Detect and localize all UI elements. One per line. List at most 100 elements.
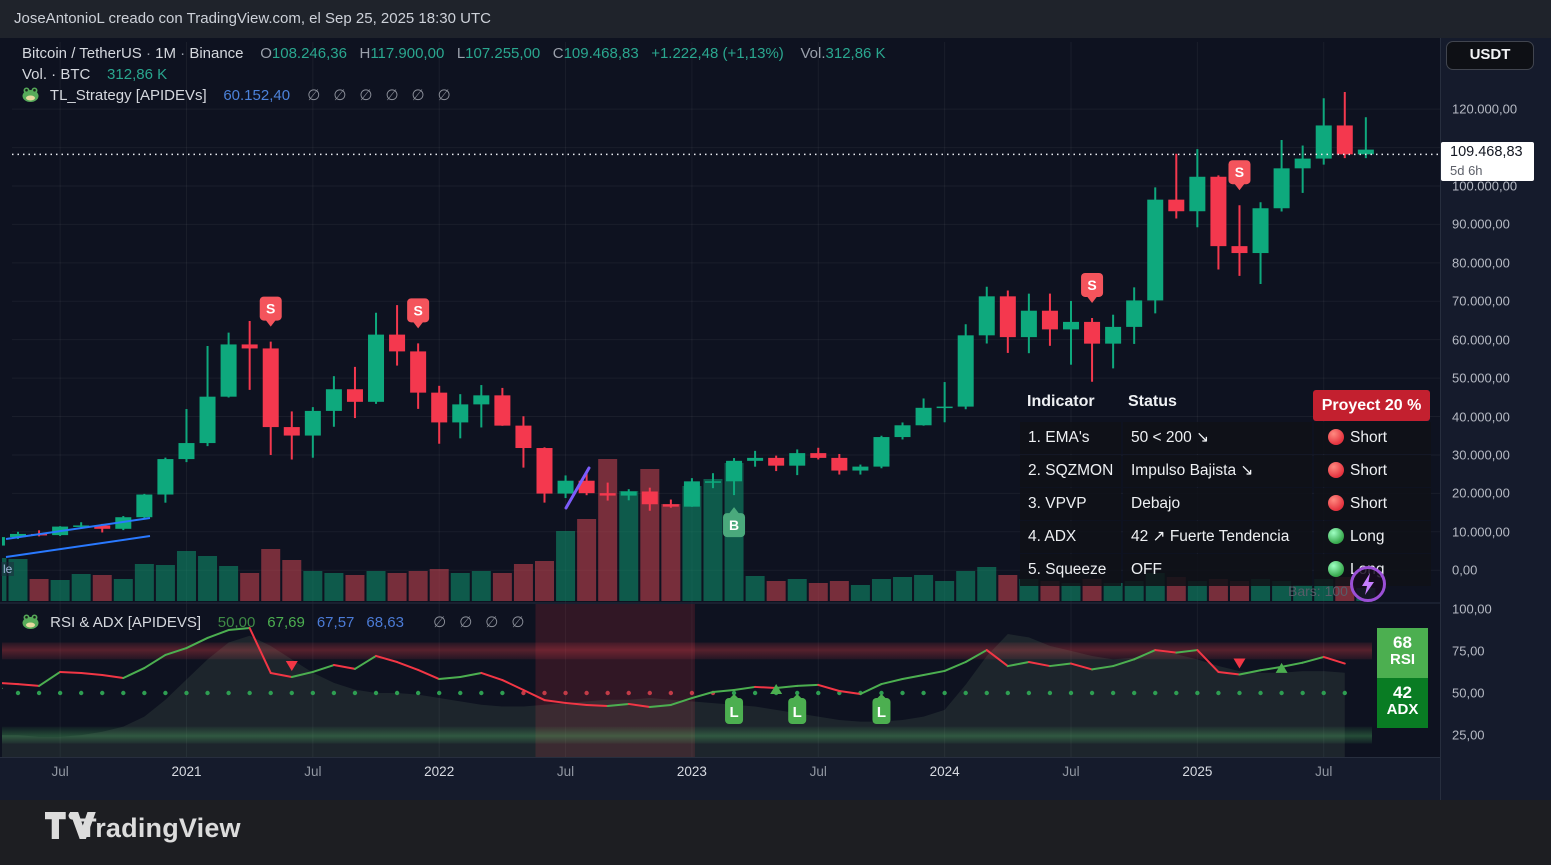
price-scale-label: 80.000,00 <box>1452 255 1510 271</box>
volume-bar <box>50 580 70 601</box>
rsi-line-segment <box>17 683 41 687</box>
frog-icon <box>22 87 39 108</box>
buy-signal-marker: B <box>723 507 746 538</box>
rsi-mid-dot <box>268 690 273 696</box>
rsi-line-segment <box>396 661 420 671</box>
svg-text:L: L <box>877 704 886 721</box>
close-value: 109.468,83 <box>563 45 639 62</box>
trend-channel-line[interactable] <box>5 535 151 558</box>
rsi-mid-dot <box>100 690 105 696</box>
indicator-value: 67,57 <box>316 614 355 631</box>
rsi-line-segment <box>311 664 335 673</box>
rsi-line-segment <box>943 661 967 672</box>
rsi-mid-dot <box>1026 690 1032 696</box>
rsi-mid-dot <box>57 690 63 696</box>
rsi-line-segment <box>733 685 757 691</box>
indicator-value: 67,69 <box>267 614 305 631</box>
price-scale-label: 120.000,00 <box>1452 101 1518 117</box>
volume-bar <box>282 560 302 601</box>
high-value: 117.900,00 <box>370 45 445 62</box>
volume-bar <box>535 561 554 601</box>
rsi-value-badge: 68 RSI <box>1377 628 1428 678</box>
boost-lightning-button[interactable] <box>1350 566 1386 602</box>
indicator-value: ∅ <box>459 614 473 631</box>
volume-bar <box>176 551 196 601</box>
candle <box>768 457 785 466</box>
signal-dot-green <box>1328 528 1344 544</box>
rsi-line-segment <box>964 649 988 664</box>
volume-bar <box>71 574 91 601</box>
rsi-line-segment <box>543 699 567 704</box>
volume-bar <box>682 486 702 601</box>
svg-text:S: S <box>266 301 275 317</box>
rsi-indicator-name[interactable]: RSI & ADX [APIDEVS] <box>50 614 202 631</box>
candle <box>1231 246 1248 254</box>
rsi-line-segment <box>1112 658 1136 668</box>
candle <box>936 406 953 409</box>
time-axis[interactable] <box>0 757 1440 800</box>
strategy-name[interactable]: TL_Strategy [APIDEVs] <box>49 87 207 104</box>
rsi-triangle-down <box>285 661 298 672</box>
volume-bar <box>829 581 849 601</box>
time-axis-label: 2021 <box>171 764 202 779</box>
rsi-mid-dot <box>373 690 379 696</box>
candle <box>662 504 679 507</box>
volume-bar <box>598 459 618 601</box>
rsi-line-segment <box>59 670 83 674</box>
rsi-mid-dot <box>1195 690 1200 696</box>
indicator-name-cell: 1. EMA's <box>1020 422 1121 454</box>
candle <box>999 296 1016 338</box>
candle <box>1315 125 1332 159</box>
sell-signal-marker: S <box>407 298 430 329</box>
rsi-line-segment <box>122 667 146 680</box>
candle <box>1041 310 1058 330</box>
tradingview-logo-text[interactable]: TradingView <box>80 813 241 843</box>
rsi-mid-dot <box>352 690 358 696</box>
candle <box>410 351 427 393</box>
candle <box>1294 158 1311 169</box>
time-axis-label: 2024 <box>929 764 960 779</box>
exchange-label[interactable]: Binance <box>189 45 244 62</box>
rsi-mid-dot <box>247 690 252 696</box>
rsi-triangle-up <box>2 687 3 689</box>
rsi-mid-dot <box>458 690 463 696</box>
rsi-line-segment <box>838 689 862 696</box>
rsi-line-segment <box>627 702 651 708</box>
volume-bar <box>871 579 891 601</box>
indicator-value: ∅ <box>333 87 347 104</box>
rsi-mid-dot <box>310 690 316 696</box>
rsi-line-segment <box>353 654 378 670</box>
rsi-triangle-down <box>1233 658 1246 669</box>
trend-channel-line[interactable] <box>5 517 151 540</box>
indicator-value: ∅ <box>437 87 451 104</box>
bar-countdown: 5d 6h <box>1450 163 1483 178</box>
sell-signal-marker: S <box>1081 272 1104 303</box>
volume-bar <box>935 581 955 601</box>
volume-bar <box>893 577 913 601</box>
rsi-mid-dot <box>479 690 484 696</box>
interval-label[interactable]: 1M <box>155 45 176 62</box>
volume-indicator-label[interactable]: Vol. · BTC <box>22 66 91 83</box>
volume-bar <box>387 573 407 601</box>
candle <box>178 443 195 460</box>
candle <box>94 525 111 529</box>
rsi-line-segment <box>1006 661 1030 668</box>
volume-bar <box>808 583 828 601</box>
price-scale-label: 90.000,00 <box>1452 216 1510 232</box>
volume-bar <box>345 575 365 601</box>
rsi-line-segment <box>332 664 356 670</box>
symbol-title[interactable]: Bitcoin / TetherUS <box>22 45 142 62</box>
candle <box>157 459 174 495</box>
candle <box>599 493 616 496</box>
low-value: 107.255,00 <box>465 45 541 62</box>
price-scale-label: 60.000,00 <box>1452 332 1510 348</box>
candle <box>10 533 26 538</box>
currency-toggle-button[interactable]: USDT <box>1446 41 1534 70</box>
price-scale-label: 100.000,00 <box>1452 178 1518 194</box>
rsi-null-values: ∅ ∅ ∅ ∅ <box>420 614 524 631</box>
rsi-mid-dot <box>500 690 505 696</box>
tradingview-logo-icon[interactable] <box>45 811 103 844</box>
proyect-header-badge[interactable]: Proyect 20 % <box>1313 390 1430 421</box>
volume-bar <box>1187 581 1207 601</box>
